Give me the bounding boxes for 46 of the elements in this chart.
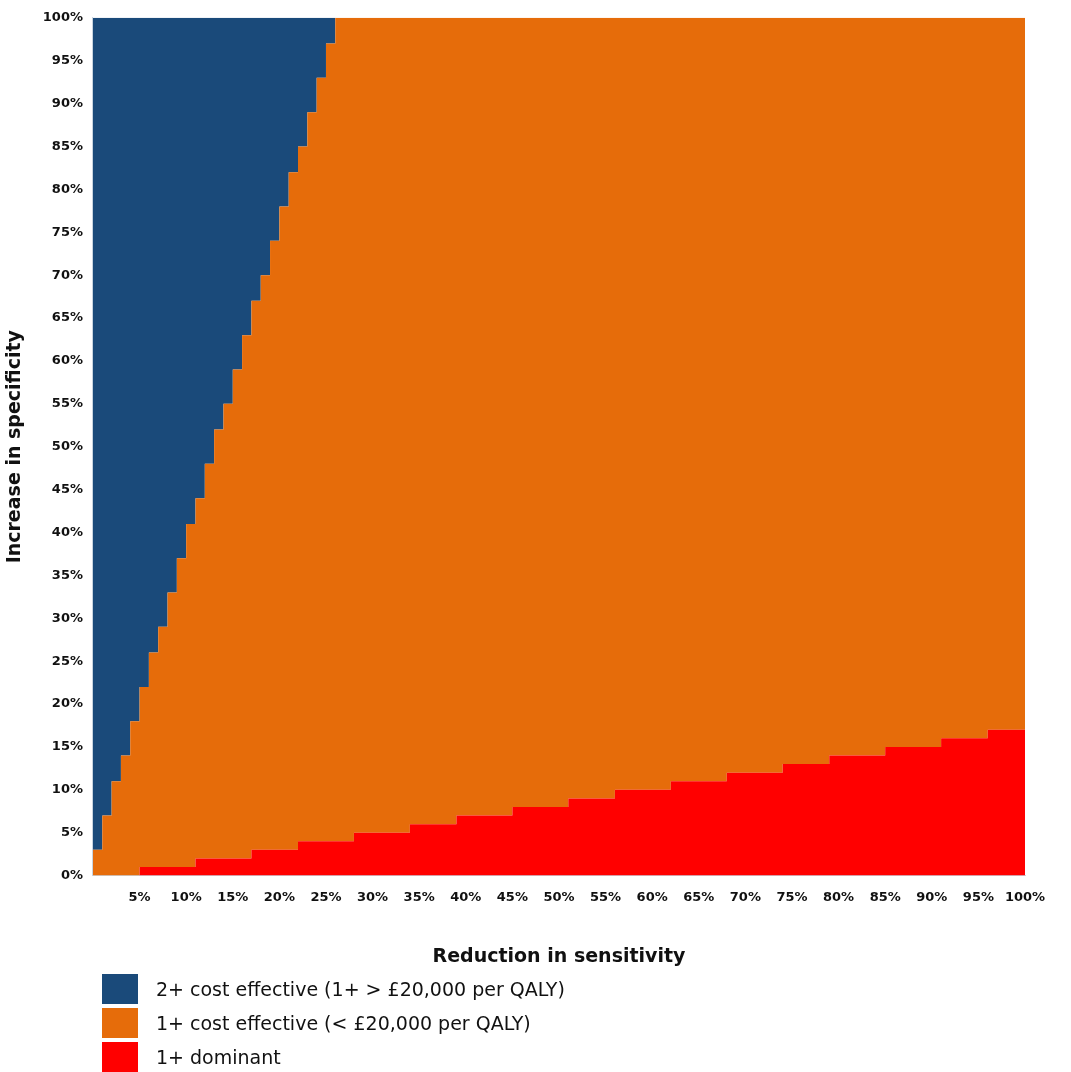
y-tick-label: 20%	[51, 695, 83, 711]
y-tick-label: 15%	[51, 738, 83, 754]
x-tick-label: 45%	[496, 888, 528, 904]
y-tick-label: 60%	[51, 352, 83, 368]
x-tick-label: 90%	[916, 888, 948, 904]
x-tick-label: 55%	[590, 888, 622, 904]
x-axis-title: Reduction in sensitivity	[432, 943, 687, 966]
x-tick-label: 30%	[357, 888, 389, 904]
y-tick-label: 65%	[51, 309, 83, 325]
y-tick-label: 40%	[51, 523, 83, 539]
x-tick-label: 95%	[962, 888, 994, 904]
y-tick-label: 85%	[51, 137, 83, 153]
x-tick-label: 10%	[170, 888, 202, 904]
x-tick-label: 35%	[403, 888, 435, 904]
x-tick-label: 60%	[636, 888, 668, 904]
y-tick-label: 5%	[60, 824, 83, 840]
y-tick-label: 25%	[51, 652, 83, 668]
y-tick-label: 100%	[42, 9, 83, 25]
x-tick-label: 65%	[683, 888, 715, 904]
y-tick-label: 75%	[51, 223, 83, 239]
x-tick-label: 70%	[729, 888, 761, 904]
x-tick-label: 50%	[543, 888, 575, 904]
x-tick-label: 75%	[776, 888, 808, 904]
legend-label: 1+ dominant	[156, 1046, 281, 1068]
legend-label: 1+ cost effective (< £20,000 per QALY)	[156, 1012, 531, 1034]
y-tick-label: 30%	[51, 609, 83, 625]
y-tick-label: 90%	[51, 94, 83, 110]
x-tick-label: 100%	[1004, 888, 1046, 904]
y-tick-label: 70%	[51, 266, 83, 282]
y-tick-label: 10%	[51, 781, 83, 797]
legend-label: 2+ cost effective (1+ > £20,000 per QALY)	[156, 978, 565, 1000]
y-tick-label: 50%	[51, 438, 83, 454]
y-tick-label: 0%	[60, 866, 83, 882]
y-tick-label: 80%	[51, 180, 83, 196]
x-tick-label: 80%	[823, 888, 855, 904]
x-tick-label: 85%	[869, 888, 901, 904]
y-tick-label: 45%	[51, 480, 83, 496]
y-tick-label: 35%	[51, 566, 83, 582]
x-tick-label: 40%	[450, 888, 482, 904]
x-tick-label: 5%	[128, 888, 151, 904]
x-tick-label: 20%	[263, 888, 295, 904]
y-tick-label: 95%	[51, 52, 83, 68]
y-tick-label: 55%	[51, 395, 83, 411]
x-tick-label: 15%	[217, 888, 249, 904]
x-tick-label: 25%	[310, 888, 342, 904]
y-axis-title: Increase in specificity	[2, 329, 25, 564]
